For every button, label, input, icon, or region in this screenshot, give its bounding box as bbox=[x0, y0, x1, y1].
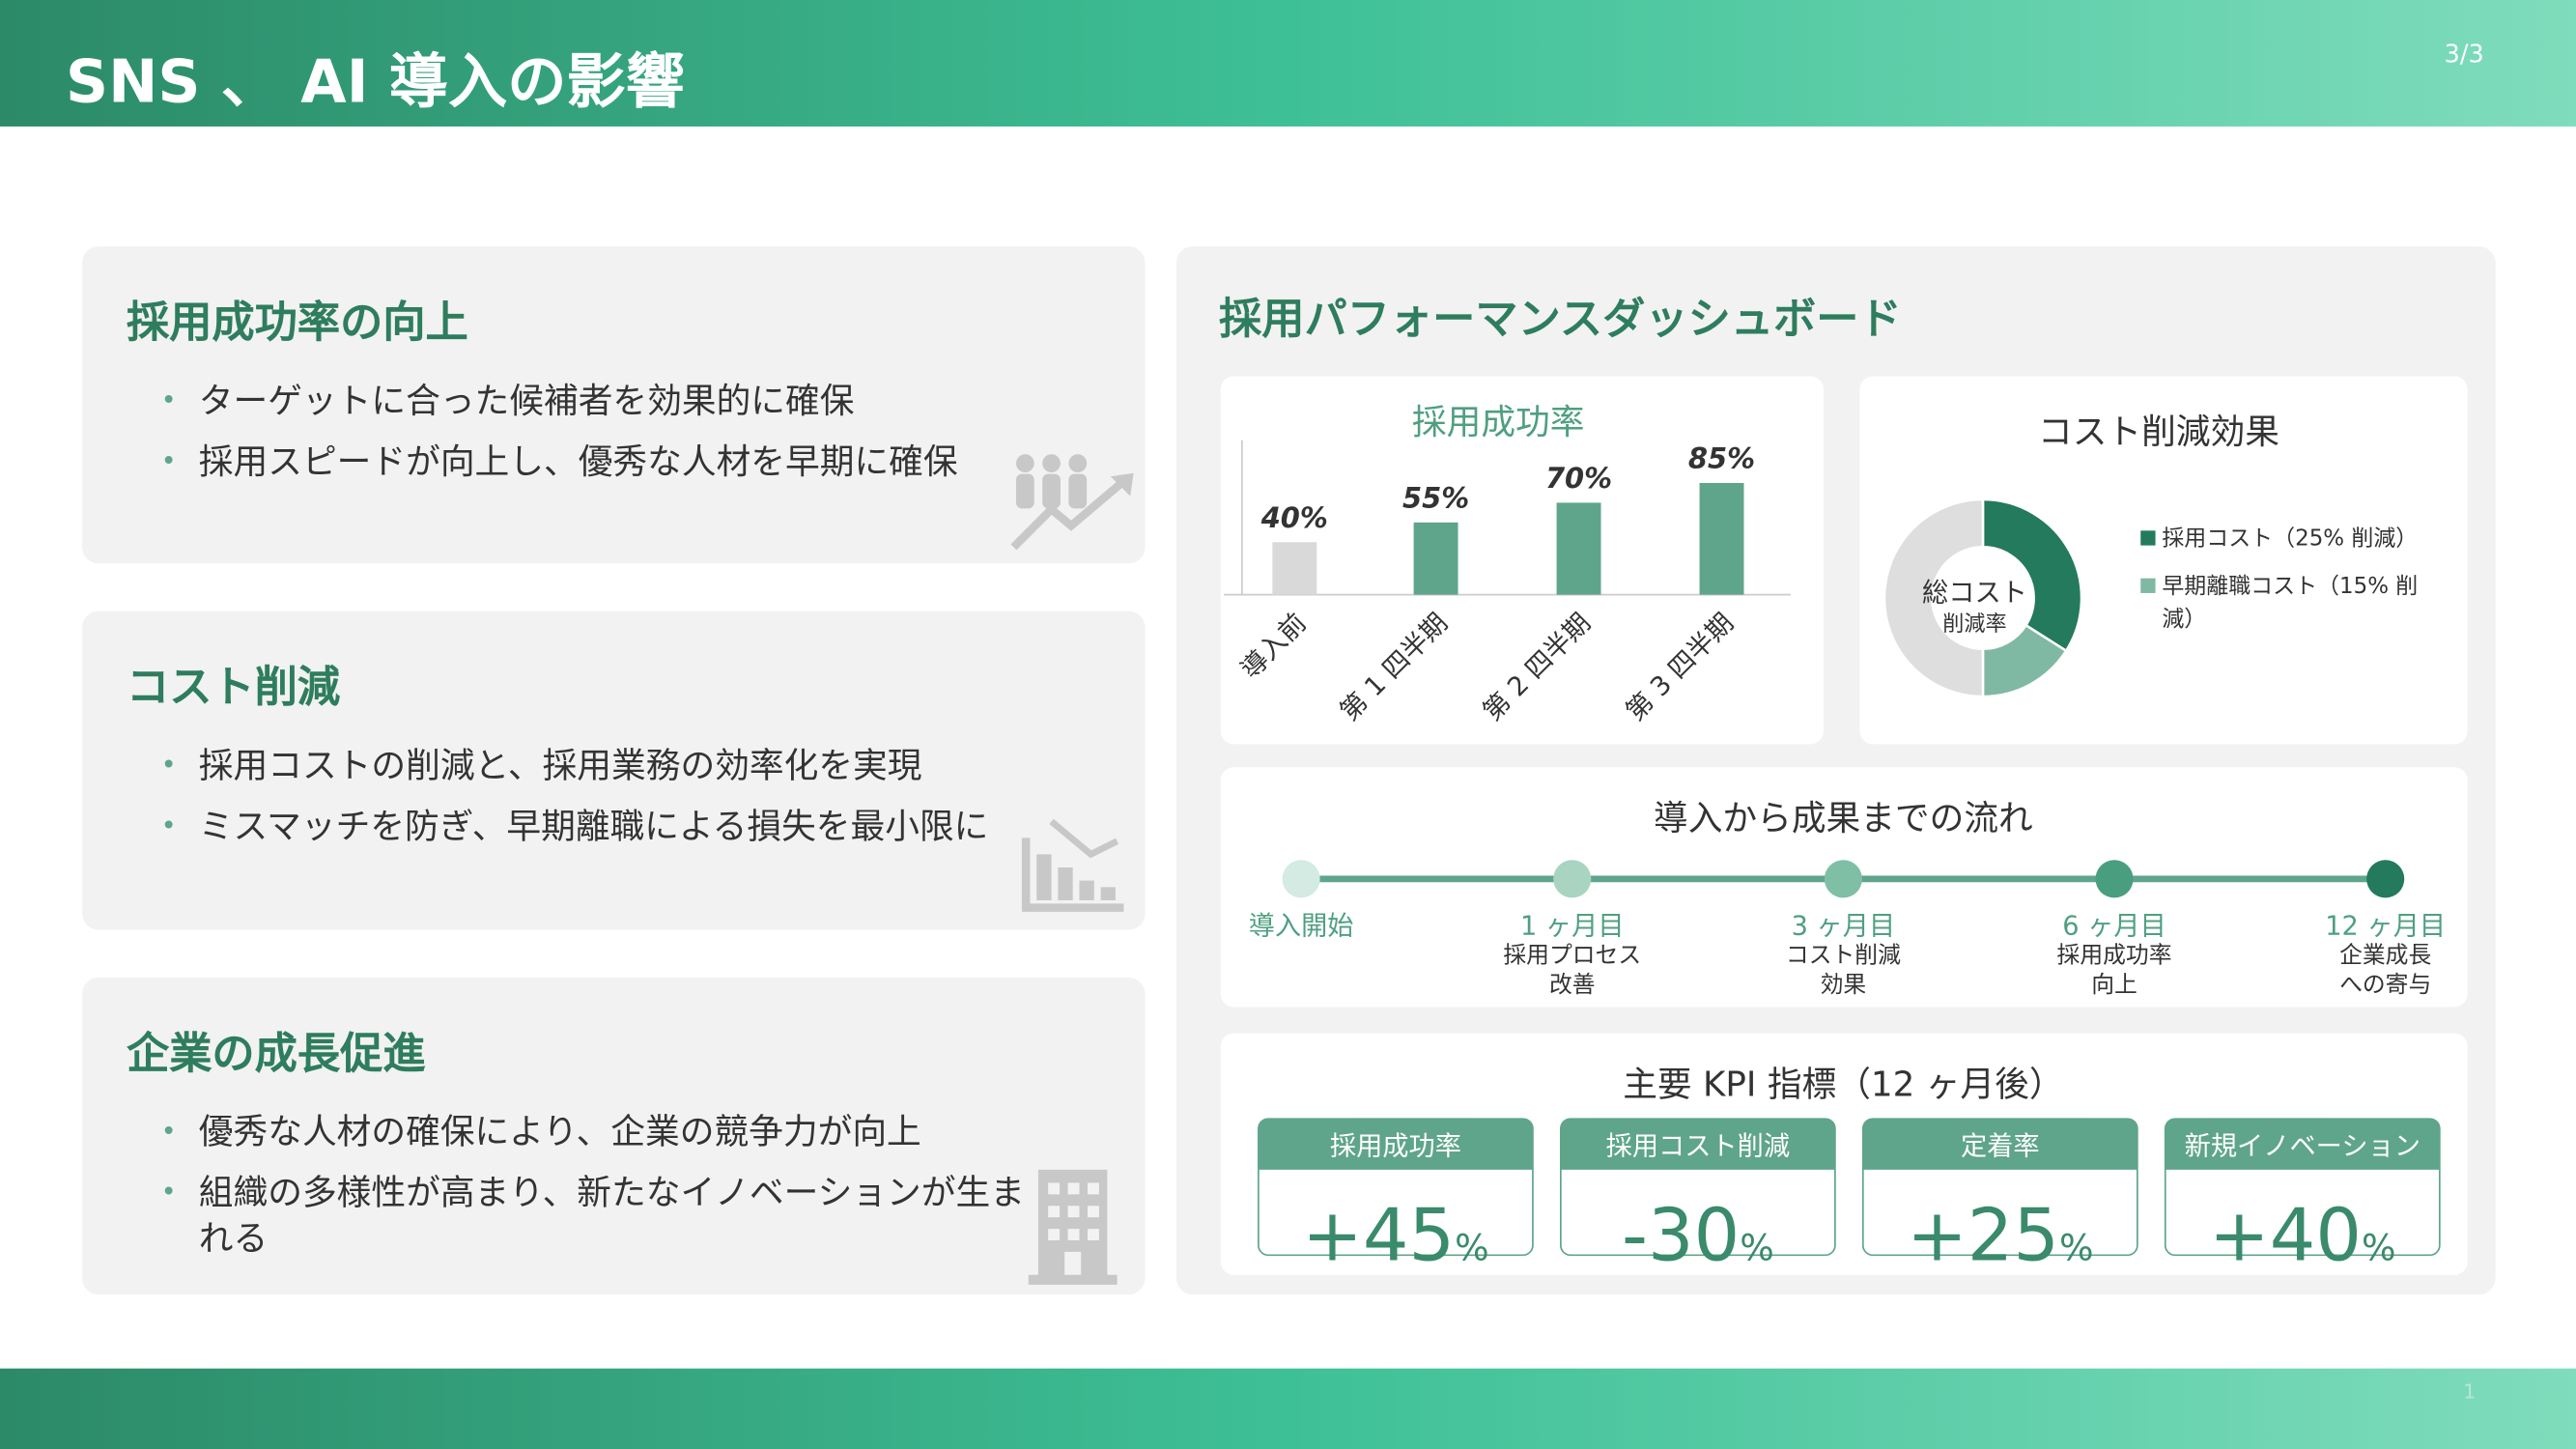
bullet-list: ターゲットに合った候補者を効果的に確保採用スピードが向上し、優秀な人材を早期に確… bbox=[161, 378, 1029, 499]
legend-label-line: 早期離職コスト（15% 削 bbox=[2162, 574, 2418, 599]
timeline-detail: 企業成長 bbox=[2339, 942, 2431, 969]
bullet: ターゲットに合った候補者を効果的に確保 bbox=[161, 378, 1029, 424]
bullet: ミスマッチを防ぎ、早期離職による損失を最小限に bbox=[161, 804, 1029, 850]
bar bbox=[1556, 502, 1601, 595]
kpi-value: +45% bbox=[1302, 1193, 1488, 1277]
chart-title: コスト削減効果 bbox=[2038, 412, 2279, 452]
timeline-detail: 効果 bbox=[1821, 971, 1867, 998]
donut-center-label: 総コスト bbox=[1922, 578, 2027, 608]
slide-title: SNS 、 AI 導入の影響 bbox=[66, 47, 685, 116]
legend-label: 採用コスト（25% 削減） bbox=[2162, 526, 2418, 552]
kpi-label: 新規イノベーション bbox=[2185, 1132, 2420, 1162]
timeline-detail: 採用プロセス bbox=[1503, 942, 1641, 969]
bullet: 採用コストの削減と、採用業務の効率化を実現 bbox=[161, 743, 1029, 789]
bullet-list: 採用コストの削減と、採用業務の効率化を実現ミスマッチを防ぎ、早期離職による損失を… bbox=[161, 743, 1029, 865]
dashboard-title: 採用パフォーマンスダッシュボード bbox=[1219, 295, 1902, 344]
donut-slice bbox=[1981, 497, 2083, 653]
kpi-unit: % bbox=[1740, 1226, 1774, 1268]
kpi-label: 採用成功率 bbox=[1330, 1132, 1461, 1162]
section-title: 企業の成長促進 bbox=[126, 1030, 426, 1080]
kpi-label: 定着率 bbox=[1961, 1132, 2040, 1162]
bar bbox=[1272, 542, 1317, 595]
timeline-node bbox=[1282, 860, 1320, 898]
legend-swatch bbox=[2140, 530, 2156, 546]
timeline-label: 1 ヶ月目 bbox=[1520, 912, 1625, 942]
kpi-label: 採用コスト削減 bbox=[1606, 1132, 1790, 1162]
bullet: 採用スピードが向上し、優秀な人材を早期に確保 bbox=[161, 439, 1029, 485]
timeline-node bbox=[2366, 860, 2405, 898]
page-indicator: 3/3 bbox=[2445, 41, 2484, 70]
footer-band bbox=[0, 1368, 2576, 1449]
kpi-unit: % bbox=[1455, 1226, 1489, 1268]
timeline-label: 導入開始 bbox=[1249, 912, 1354, 942]
legend-swatch bbox=[2140, 578, 2156, 593]
timeline-label: 6 ヶ月目 bbox=[2062, 912, 2166, 942]
kpi-value: +25% bbox=[1907, 1193, 2093, 1277]
kpi-number: +45 bbox=[1302, 1193, 1455, 1277]
kpi-header bbox=[1560, 1119, 1835, 1170]
chart-card bbox=[1220, 376, 1824, 745]
timeline-title: 導入から成果までの流れ bbox=[1654, 799, 2033, 838]
kpi-unit: % bbox=[2059, 1226, 2094, 1268]
kpi-number: -30 bbox=[1622, 1193, 1740, 1277]
timeline-node bbox=[1553, 860, 1592, 898]
kpi-number: +40 bbox=[2209, 1193, 2362, 1277]
kpi-header bbox=[1862, 1119, 2137, 1170]
data-label: 85% bbox=[1688, 442, 1755, 475]
kpi-header bbox=[1258, 1119, 1533, 1170]
bar bbox=[1413, 522, 1458, 595]
kpi-value: -30% bbox=[1622, 1193, 1774, 1277]
timeline-label: 12 ヶ月目 bbox=[2325, 912, 2446, 942]
page-number: 1 bbox=[2463, 1379, 2476, 1403]
cost-down-icon bbox=[1021, 818, 1124, 912]
timeline-label: 3 ヶ月目 bbox=[1792, 912, 1896, 942]
timeline-node bbox=[1824, 860, 1862, 898]
timeline-detail: コスト削減 bbox=[1786, 942, 1901, 969]
timeline-detail: 向上 bbox=[2091, 971, 2137, 998]
bullet: 組織の多様性が高まり、新たなイノベーションが生まれる bbox=[161, 1170, 1029, 1262]
timeline-node bbox=[2095, 860, 2134, 898]
timeline-detail: 採用成功率 bbox=[2057, 942, 2172, 969]
kpi-number: +25 bbox=[1907, 1193, 2059, 1277]
bullet: 優秀な人材の確保により、企業の競争力が向上 bbox=[161, 1109, 1029, 1155]
bar bbox=[1699, 482, 1744, 595]
kpi-value: +40% bbox=[2209, 1193, 2395, 1277]
donut-slice bbox=[1882, 497, 1985, 698]
kpi-header bbox=[2165, 1119, 2440, 1170]
timeline-detail: 改善 bbox=[1549, 971, 1596, 998]
data-label: 70% bbox=[1545, 462, 1612, 495]
data-label: 40% bbox=[1260, 501, 1328, 534]
chart-title: 採用成功率 bbox=[1412, 403, 1585, 442]
data-label: 55% bbox=[1402, 482, 1469, 515]
bullet-list: 優秀な人材の確保により、企業の競争力が向上組織の多様性が高まり、新たなイノベーシ… bbox=[161, 1109, 1029, 1276]
donut-center-label: 削減率 bbox=[1942, 611, 2006, 637]
section-title: コスト削減 bbox=[126, 664, 341, 714]
legend-label: 早期離職コスト（15% 削減） bbox=[2162, 574, 2418, 632]
kpi-unit: % bbox=[2362, 1226, 2396, 1268]
section-title: 採用成功率の向上 bbox=[126, 298, 468, 349]
building-icon bbox=[1028, 1169, 1118, 1285]
timeline-detail: への寄与 bbox=[2339, 971, 2431, 998]
kpi-title: 主要 KPI 指標（12 ヶ月後） bbox=[1623, 1065, 2063, 1104]
header-band bbox=[0, 0, 2576, 127]
legend-label-line: 減） bbox=[2162, 607, 2206, 632]
